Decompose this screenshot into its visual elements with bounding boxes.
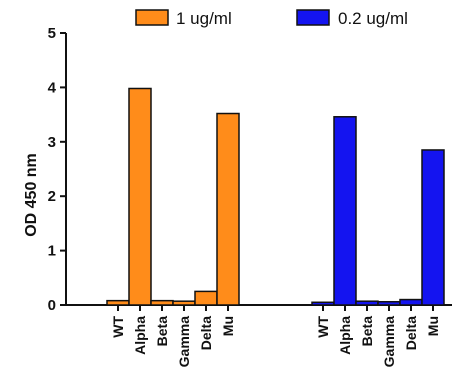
x-tick-label: Mu xyxy=(425,316,441,336)
x-axis xyxy=(65,304,452,311)
bar-low-gamma xyxy=(377,300,401,306)
x-tick-label: Delta xyxy=(198,316,214,350)
y-tick-label: 4 xyxy=(48,79,57,96)
bar-high-wt xyxy=(106,299,130,306)
bar-low-alpha xyxy=(333,116,357,306)
bar-low-delta xyxy=(399,298,423,306)
bar-high-alpha xyxy=(128,87,152,306)
y-tick-label: 0 xyxy=(48,297,56,314)
bar-high-beta xyxy=(150,299,174,306)
legend-label: 1 ug/ml xyxy=(176,9,232,28)
y-tick-label: 1 xyxy=(48,243,56,260)
y-tick-label: 3 xyxy=(48,134,56,151)
y-tick-label: 5 xyxy=(48,25,56,42)
bar-low-wt xyxy=(311,301,335,306)
y-tick-label: 2 xyxy=(48,188,56,205)
bar-low-mu xyxy=(421,149,445,306)
y-axis-label: OD 450 nm xyxy=(23,153,40,237)
x-tick-label: Alpha xyxy=(337,316,353,355)
x-tick-label: Beta xyxy=(154,316,170,347)
legend-swatch xyxy=(296,9,330,26)
x-tick-label: WT xyxy=(110,316,126,338)
legend: 1 ug/ml 0.2 ug/ml xyxy=(135,9,408,28)
bar-high-mu xyxy=(216,112,240,306)
bar-high-delta xyxy=(194,290,218,306)
x-tick-label: Beta xyxy=(359,316,375,347)
x-tick-label: Mu xyxy=(220,316,236,336)
x-tick-label: Gamma xyxy=(176,316,192,368)
legend-swatch xyxy=(135,9,169,26)
legend-label: 0.2 ug/ml xyxy=(338,9,408,28)
x-tick-label: Alpha xyxy=(132,316,148,355)
x-tick-label: Delta xyxy=(403,316,419,350)
x-tick-label: WT xyxy=(315,316,331,338)
bars xyxy=(106,87,445,306)
x-tick-labels: WT Alpha Beta Gamma Delta Mu WT Alpha Beta Gamma D… xyxy=(110,316,441,368)
bar-low-beta xyxy=(355,300,379,306)
x-tick-label: Gamma xyxy=(381,316,397,368)
bar-high-gamma xyxy=(172,300,196,306)
y-axis: 0 1 2 3 4 5 xyxy=(48,25,67,314)
